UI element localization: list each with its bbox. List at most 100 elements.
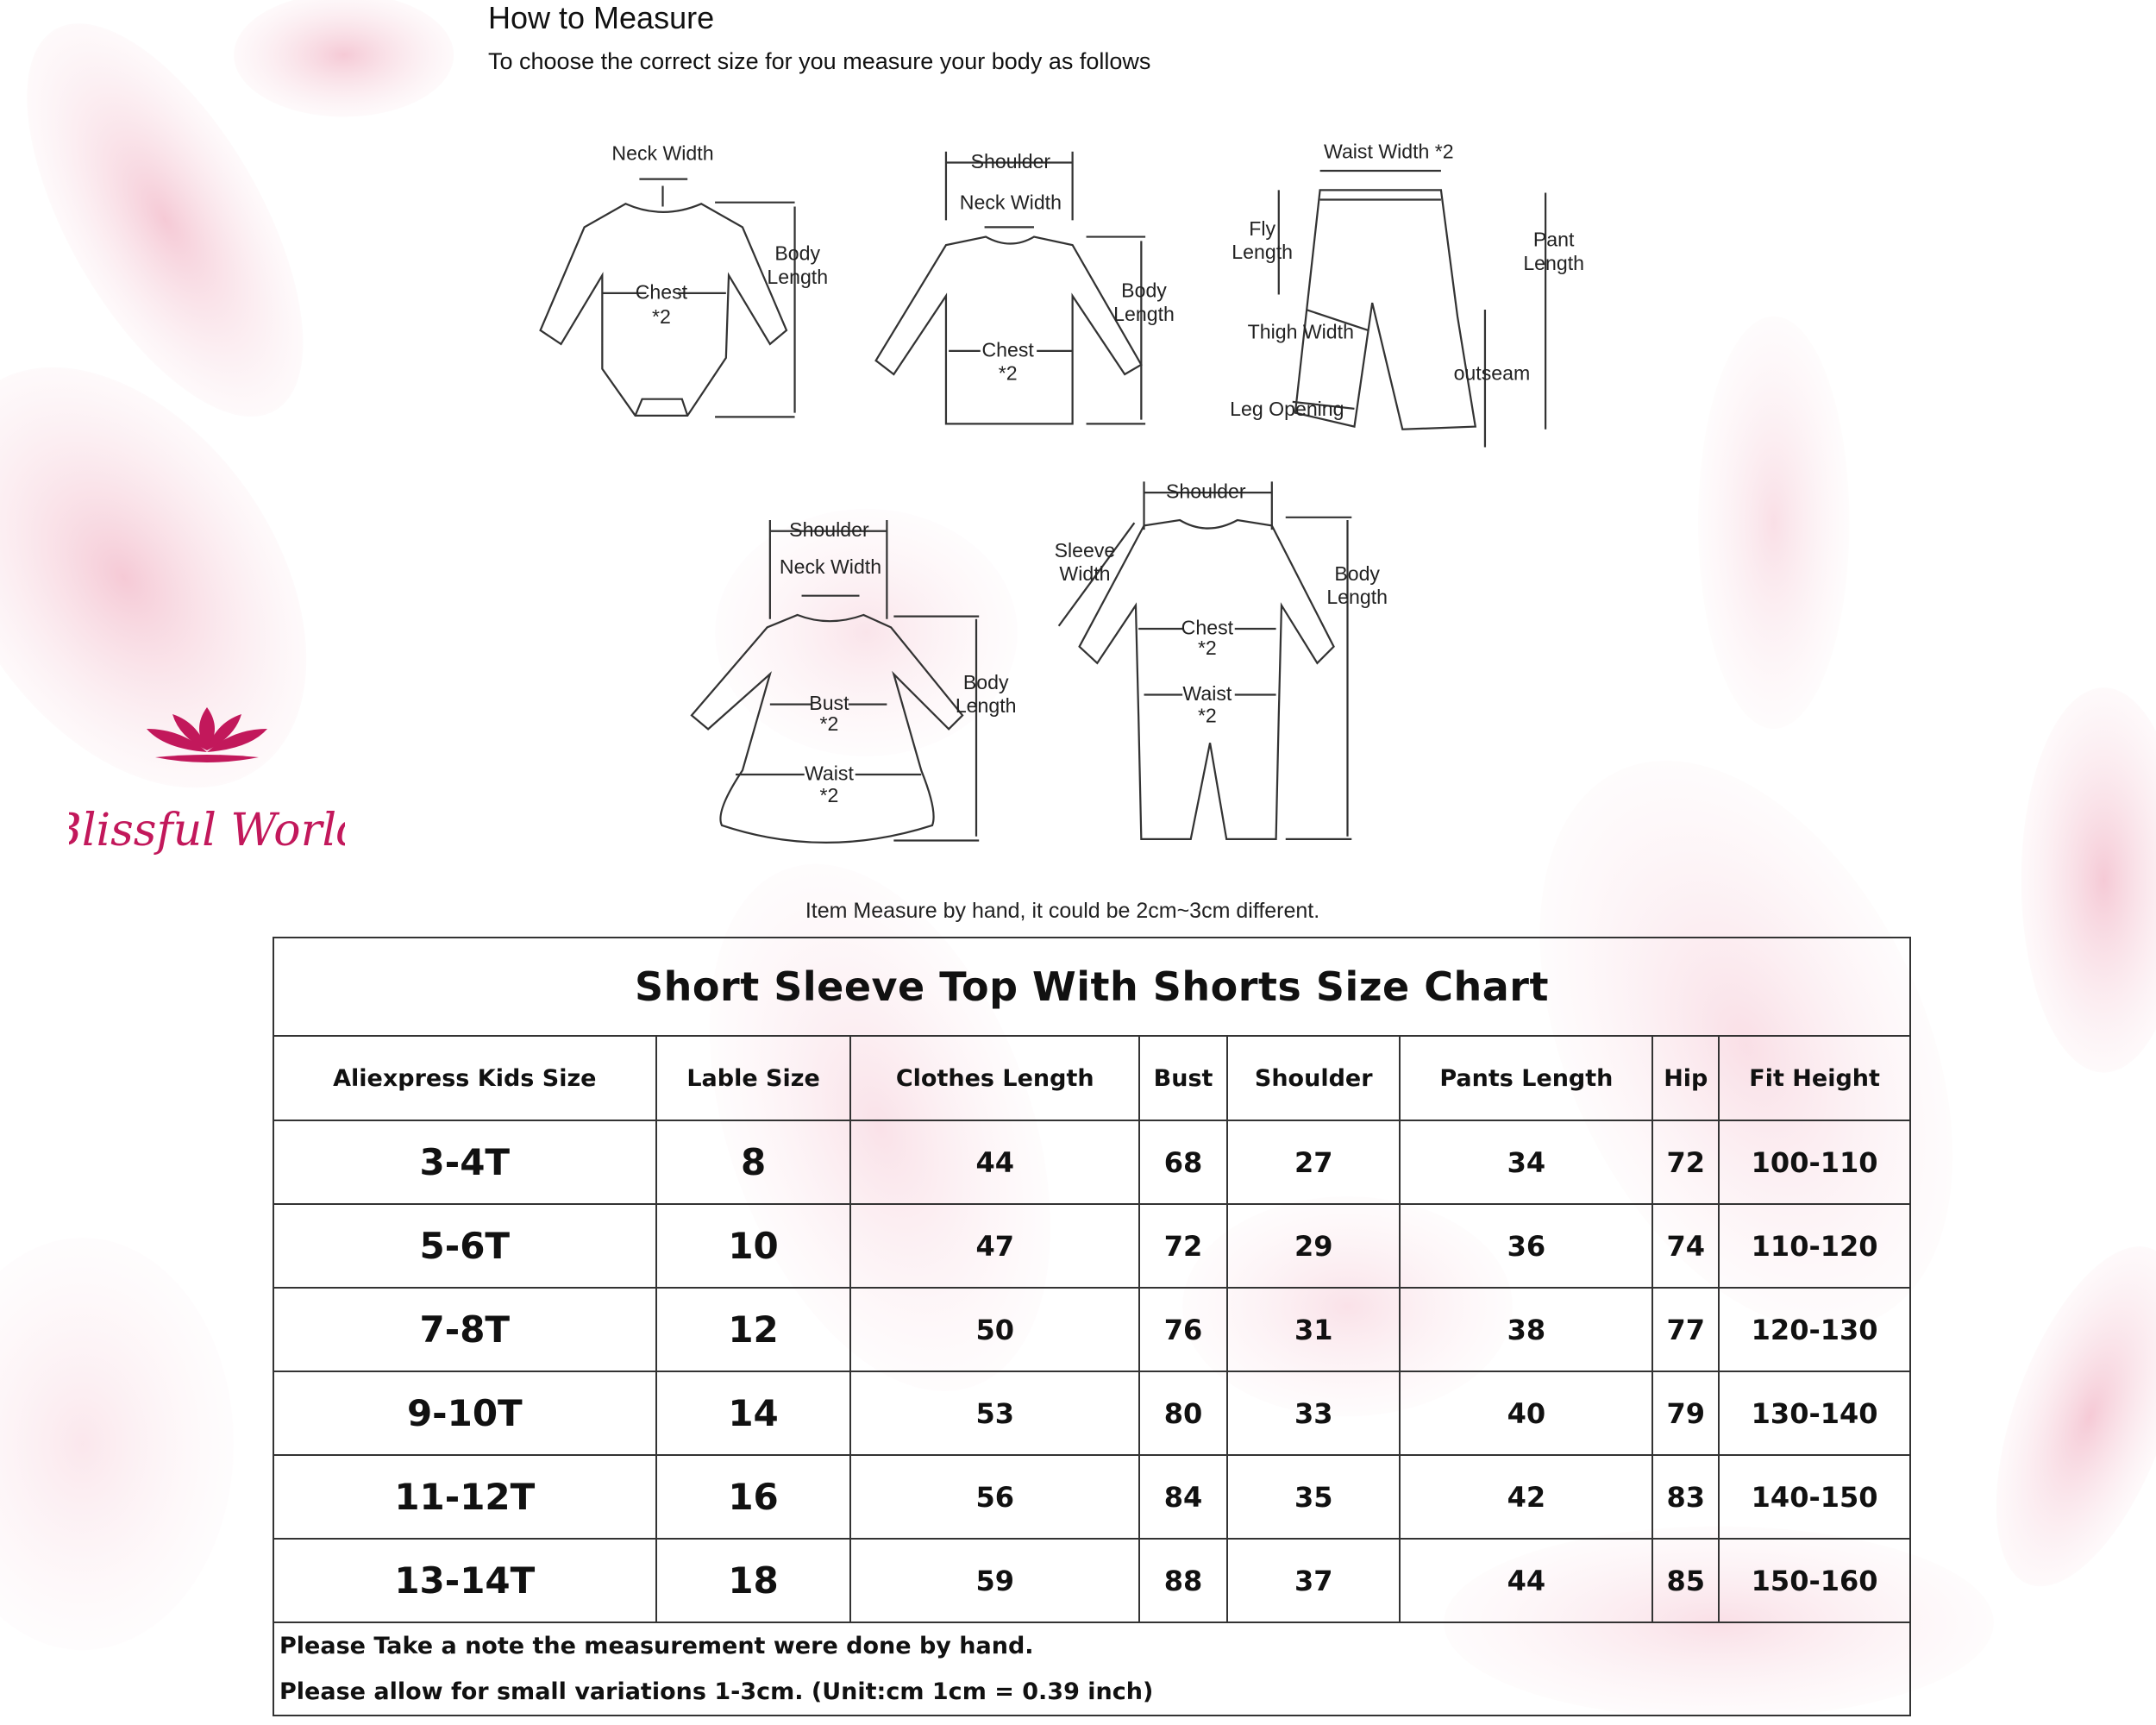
pants-diagram (1277, 169, 1547, 448)
dress-diagram (690, 519, 980, 844)
table-cell: 77 (1651, 1287, 1720, 1372)
diagram-label: Width (1059, 562, 1110, 585)
column-header: Fit Height (1718, 1035, 1911, 1121)
diagram-label: Leg Opening (1230, 398, 1344, 420)
table-cell: 27 (1226, 1120, 1401, 1205)
diagram-label: Length (1232, 241, 1293, 263)
table-cell: 47 (849, 1203, 1140, 1289)
diagram-label: Waist Width *2 (1324, 141, 1454, 163)
table-cell: 10 (655, 1203, 852, 1289)
table-cell: 9-10T (273, 1371, 657, 1456)
table-cell: 14 (655, 1371, 852, 1456)
table-cell: 5-6T (273, 1203, 657, 1289)
table-cell: 150-160 (1718, 1538, 1911, 1623)
table-cell: 12 (655, 1287, 852, 1372)
table-cell: 8 (655, 1120, 852, 1205)
diagram-label: Length (956, 694, 1017, 717)
diagram-label: *2 (819, 784, 838, 806)
table-cell: 33 (1226, 1371, 1401, 1456)
table-cell: 7-8T (273, 1287, 657, 1372)
column-header: Shoulder (1226, 1035, 1401, 1121)
table-cell: 35 (1226, 1454, 1401, 1540)
column-header: Hip (1651, 1035, 1720, 1121)
table-cell: 36 (1399, 1203, 1654, 1289)
table-cell: 120-130 (1718, 1287, 1911, 1372)
diagram-label: Waist (1182, 682, 1232, 705)
table-cell: 31 (1226, 1287, 1401, 1372)
logo-text: Blissful World (69, 805, 345, 856)
table-cell: 18 (655, 1538, 852, 1623)
table-row: 5-6T 10 47 72 29 36 74 110-120 (273, 1203, 1911, 1289)
page-subtitle: To choose the correct size for you measu… (488, 48, 1151, 74)
diagram-label: Body (1334, 562, 1380, 585)
diagram-label: Length (1113, 303, 1175, 325)
table-cell: 88 (1138, 1538, 1229, 1623)
column-header: Clothes Length (849, 1035, 1140, 1121)
table-row: 9-10T 14 53 80 33 40 79 130-140 (273, 1371, 1911, 1456)
diagram-label: Bust (809, 692, 849, 714)
table-row: 3-4T 8 44 68 27 34 72 100-110 (273, 1120, 1911, 1205)
table-cell: 44 (1399, 1538, 1654, 1623)
table-row: 7-8T 12 50 76 31 38 77 120-130 (273, 1287, 1911, 1372)
size-chart-title: Short Sleeve Top With Shorts Size Chart (273, 937, 1911, 1037)
diagram-label: Fly (1249, 217, 1275, 240)
table-cell: 53 (849, 1371, 1140, 1456)
table-cell: 44 (849, 1120, 1140, 1205)
footer-note-2: Please allow for small variations 1-3cm.… (273, 1669, 1911, 1716)
table-cell: 38 (1399, 1287, 1654, 1372)
table-cell: 29 (1226, 1203, 1401, 1289)
diagram-label: *2 (1198, 637, 1217, 659)
column-header: Aliexpress Kids Size (273, 1035, 657, 1121)
diagram-label: Body (1121, 279, 1167, 302)
table-row: 11-12T 16 56 84 35 42 83 140-150 (273, 1454, 1911, 1540)
table-cell: 13-14T (273, 1538, 657, 1623)
table-cell: 59 (849, 1538, 1140, 1623)
romper-diagram (1057, 481, 1352, 841)
table-cell: 100-110 (1718, 1120, 1911, 1205)
table-cell: 110-120 (1718, 1203, 1911, 1289)
table-cell: 56 (849, 1454, 1140, 1540)
table-cell: 42 (1399, 1454, 1654, 1540)
diagram-label: Neck Width (780, 555, 881, 578)
sweater-diagram (874, 151, 1146, 425)
measurement-note: Item Measure by hand, it could be 2cm~3c… (805, 899, 1320, 923)
diagram-label: *2 (819, 712, 838, 735)
table-cell: 80 (1138, 1371, 1229, 1456)
column-header: Pants Length (1399, 1035, 1654, 1121)
diagram-label: Thigh Width (1248, 321, 1354, 343)
page-title: How to Measure (488, 0, 715, 35)
table-cell: 72 (1651, 1120, 1720, 1205)
table-cell: 16 (655, 1454, 852, 1540)
table-cell: 83 (1651, 1454, 1720, 1540)
diagram-label: Pant (1533, 229, 1575, 251)
diagram-label: Shoulder (1166, 480, 1246, 502)
bodysuit-diagram (539, 178, 796, 418)
table-cell: 40 (1399, 1371, 1654, 1456)
table-row: 13-14T 18 59 88 37 44 85 150-160 (273, 1538, 1911, 1623)
diagram-label: Waist (805, 762, 854, 784)
table-cell: 11-12T (273, 1454, 657, 1540)
diagram-label: Shoulder (789, 518, 869, 541)
table-cell: 130-140 (1718, 1371, 1911, 1456)
diagram-label: Chest (1181, 616, 1234, 638)
footer-note-1: Please Take a note the measurement were … (273, 1622, 1911, 1669)
table-cell: 85 (1651, 1538, 1720, 1623)
diagram-label: Length (1326, 586, 1388, 608)
diagram-label: Length (1523, 252, 1584, 274)
table-cell: 84 (1138, 1454, 1229, 1540)
size-chart-table: Short Sleeve Top With Shorts Size Chart … (273, 937, 1911, 1716)
diagram-label: Neck Width (960, 191, 1062, 214)
table-cell: 68 (1138, 1120, 1229, 1205)
diagram-label: *2 (652, 305, 671, 328)
diagram-label: Body (774, 242, 820, 265)
table-cell: 74 (1651, 1203, 1720, 1289)
table-cell: 34 (1399, 1120, 1654, 1205)
table-cell: 76 (1138, 1287, 1229, 1372)
table-cell: 72 (1138, 1203, 1229, 1289)
column-header: Lable Size (655, 1035, 852, 1121)
diagram-label: Neck Width (611, 141, 713, 164)
diagram-label: Shoulder (971, 150, 1051, 172)
table-cell: 3-4T (273, 1120, 657, 1205)
table-cell: 50 (849, 1287, 1140, 1372)
